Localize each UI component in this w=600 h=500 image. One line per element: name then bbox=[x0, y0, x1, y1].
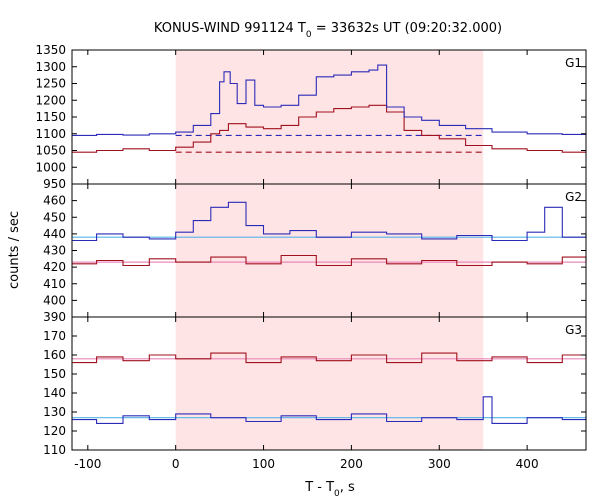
shaded-interval bbox=[175, 184, 484, 317]
y-tick-label: 430 bbox=[43, 244, 66, 258]
panel-label: G3 bbox=[565, 323, 582, 337]
x-tick-label: 300 bbox=[428, 457, 451, 471]
shaded-interval bbox=[175, 50, 484, 184]
y-tick-label: 120 bbox=[43, 424, 66, 438]
y-tick-label: 1250 bbox=[35, 77, 66, 91]
x-tick-label: -100 bbox=[74, 457, 101, 471]
x-tick-label: 400 bbox=[516, 457, 539, 471]
y-tick-label: 1200 bbox=[35, 93, 66, 107]
panel-label: G2 bbox=[565, 190, 582, 204]
y-tick-label: 400 bbox=[43, 293, 66, 307]
y-axis-label: counts / sec bbox=[7, 211, 22, 289]
y-tick-label: 1300 bbox=[35, 60, 66, 74]
y-tick-label: 170 bbox=[43, 329, 66, 343]
y-tick-label: 1150 bbox=[35, 110, 66, 124]
panel-frame bbox=[71, 316, 587, 451]
series-blue-g3 bbox=[72, 396, 587, 424]
y-tick-label: 390 bbox=[43, 310, 66, 324]
series-blue-g2 bbox=[72, 201, 587, 242]
y-tick-label: 140 bbox=[43, 386, 66, 400]
y-tick-label: 420 bbox=[43, 260, 66, 274]
y-tick-label: 460 bbox=[43, 194, 66, 208]
y-tick-label: 150 bbox=[43, 367, 66, 381]
y-tick-label: 440 bbox=[43, 227, 66, 241]
x-tick-label: 100 bbox=[252, 457, 275, 471]
y-tick-label: 950 bbox=[43, 177, 66, 191]
y-tick-label: 410 bbox=[43, 277, 66, 291]
y-tick-label: 110 bbox=[43, 443, 66, 457]
y-tick-label: 130 bbox=[43, 405, 66, 419]
panel-g3: 110 120 130 140 150 160 170 G3 bbox=[43, 316, 587, 457]
series-red-g2 bbox=[72, 254, 587, 267]
y-tick-label: 1100 bbox=[35, 127, 66, 141]
y-tick-label: 1000 bbox=[35, 160, 66, 174]
y-tick-label: 1350 bbox=[35, 43, 66, 57]
shaded-interval bbox=[175, 317, 484, 450]
x-axis-label: T - T0, s bbox=[304, 480, 355, 499]
x-tick-label: 0 bbox=[172, 457, 180, 471]
panels-group: 95010001050110011501200125013001350G1390… bbox=[35, 43, 587, 471]
y-tick-label: 160 bbox=[43, 348, 66, 362]
panel-label: G1 bbox=[565, 56, 582, 70]
x-tick-label: 200 bbox=[340, 457, 363, 471]
y-tick-label: 1050 bbox=[35, 144, 66, 158]
y-tick-label: 450 bbox=[43, 210, 66, 224]
panel-g2: 390 400 410 420 430 440 450 460 G2 bbox=[43, 183, 587, 324]
series-red-g1 bbox=[72, 104, 587, 153]
series-blue-g1 bbox=[72, 64, 587, 136]
series-red-g3 bbox=[72, 352, 587, 364]
panel-g1: 950 1000 1050 1100 1150 1200 1250 1300 1350 G1 bbox=[35, 43, 587, 191]
chart-title: KONUS-WIND 991124 T0 = 33632s UT (09:20:… bbox=[154, 21, 502, 40]
